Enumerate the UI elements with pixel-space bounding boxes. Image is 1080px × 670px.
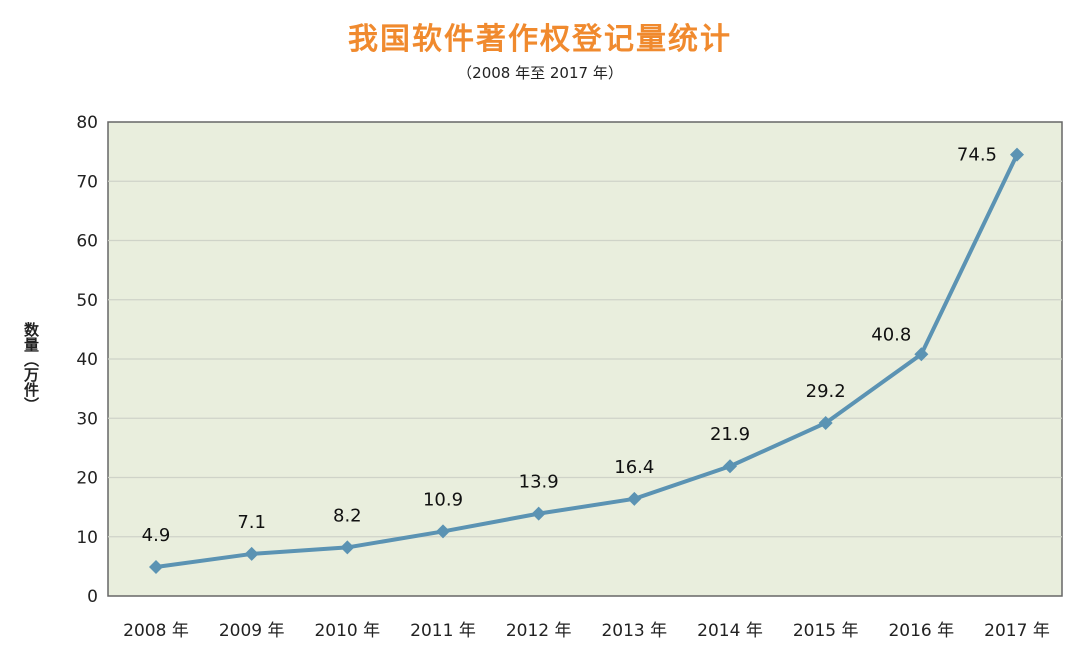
data-point-marker [818,415,833,430]
data-label: 16.4 [614,457,654,478]
data-point-marker [244,546,259,561]
data-point-marker [340,540,355,555]
x-tick-label: 2012 年 [506,621,572,641]
y-tick-label: 40 [76,350,98,370]
y-tick-label: 10 [76,528,98,548]
data-label: 13.9 [519,472,559,493]
chart-title: 我国软件著作权登记量统计 [348,22,732,57]
x-tick-label: 2017 年 [984,621,1050,641]
x-tick-label: 2011 年 [410,621,476,641]
y-tick-label: 0 [87,587,98,607]
y-tick-label: 20 [76,469,98,489]
y-tick-label: 80 [76,113,98,133]
data-label: 4.9 [142,525,171,546]
y-tick-label: 30 [76,409,98,429]
data-point-marker [627,491,642,506]
data-point-marker [723,459,737,474]
data-label: 74.5 [957,145,997,166]
data-label: 7.1 [237,512,266,533]
data-label: 21.9 [710,424,750,445]
data-label: 8.2 [333,505,362,526]
x-tick-label: 2015 年 [793,621,859,641]
x-tick-label: 2014 年 [697,621,763,641]
data-point-marker [149,559,163,574]
x-tick-label: 2010 年 [314,621,380,641]
chart-subtitle: （2008 年至 2017 年） [457,64,623,82]
data-label: 10.9 [423,489,463,510]
x-tick-label: 2008 年 [123,621,189,641]
data-label: 29.2 [806,381,846,402]
x-tick-label: 2016 年 [888,621,954,641]
y-tick-label: 50 [76,291,98,311]
data-label: 40.8 [871,324,911,345]
x-tick-label: 2009 年 [219,621,285,641]
y-tick-label: 70 [76,172,98,192]
data-point-marker [1010,147,1024,162]
y-axis-label: 数量（万件） [22,322,40,412]
series-line [154,152,1019,569]
data-point-marker [531,506,546,521]
data-point-marker [914,347,929,362]
y-tick-label: 60 [76,232,98,252]
data-point-marker [436,524,450,539]
x-tick-label: 2013 年 [601,621,667,641]
